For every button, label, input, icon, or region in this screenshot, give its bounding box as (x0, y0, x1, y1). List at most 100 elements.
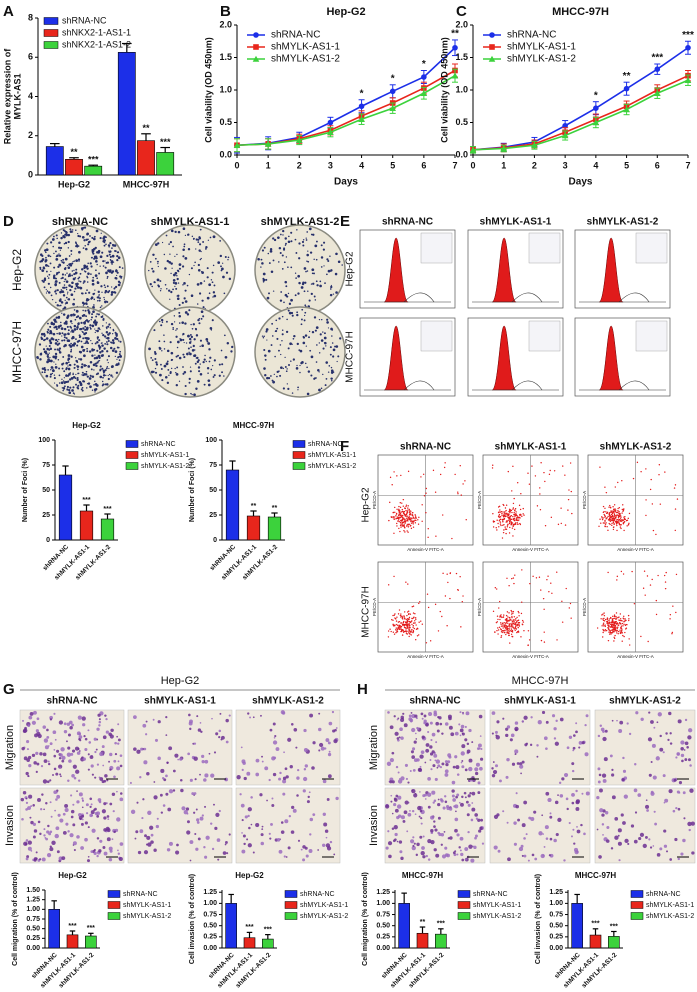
stained-cell (514, 726, 519, 732)
stained-cell (456, 773, 460, 776)
colony (187, 347, 190, 350)
stained-cell (648, 838, 651, 841)
event (462, 595, 464, 597)
colony (298, 242, 301, 245)
colony (45, 270, 48, 273)
stained-cell (37, 820, 41, 824)
stained-cell (191, 792, 195, 795)
colony (172, 326, 174, 329)
event (403, 530, 405, 532)
colony (59, 249, 62, 251)
event (401, 508, 404, 511)
colony (96, 329, 99, 333)
colony (174, 321, 176, 323)
event (517, 621, 520, 624)
event (410, 520, 412, 523)
stained-cell (179, 757, 183, 761)
event (406, 512, 408, 514)
colony (211, 271, 214, 274)
stained-cell (452, 765, 456, 769)
colony (43, 368, 47, 372)
event (523, 514, 525, 516)
stained-cell (304, 846, 308, 850)
event (613, 621, 616, 624)
colony (75, 338, 77, 340)
stained-cell (545, 791, 550, 796)
row-label: Hep-G2 (10, 249, 24, 291)
y-tick-label: 1.25 (203, 889, 217, 896)
colony (58, 342, 60, 345)
colony (339, 337, 342, 340)
colony (188, 273, 191, 276)
stained-cell (397, 771, 400, 774)
colony (299, 349, 303, 353)
colony (283, 261, 286, 264)
colony (108, 253, 111, 256)
stained-cell (109, 849, 113, 853)
event (611, 629, 613, 632)
colony (332, 355, 335, 358)
colony (176, 253, 178, 256)
column-label: shMYLK-AS1-1 (480, 217, 552, 228)
stained-cell (421, 735, 425, 739)
colony (206, 296, 210, 300)
stained-cell (411, 714, 416, 719)
stained-cell (50, 815, 53, 818)
stained-cell (80, 846, 84, 850)
colony (49, 373, 53, 376)
colony (82, 313, 86, 317)
event (410, 522, 413, 524)
stained-cell (28, 794, 33, 799)
colony (304, 314, 306, 317)
event (449, 597, 451, 600)
stained-cell (575, 722, 578, 725)
colony (287, 347, 290, 350)
event (393, 633, 396, 635)
stained-cell (441, 854, 447, 859)
colony (90, 316, 93, 319)
event (617, 630, 620, 633)
colony (281, 333, 284, 336)
stained-cell (44, 745, 49, 750)
stained-cell (109, 802, 113, 806)
colony (119, 350, 122, 353)
colony (54, 283, 58, 286)
colony (179, 338, 183, 342)
event (625, 619, 627, 622)
colony (90, 256, 93, 259)
event (506, 526, 509, 528)
stained-cell (473, 845, 477, 849)
colony (199, 258, 202, 261)
colony (68, 284, 71, 287)
colony (221, 267, 224, 271)
colony (183, 245, 186, 248)
stained-cell (477, 791, 481, 795)
colony (41, 279, 44, 282)
colony (175, 383, 179, 387)
stained-cell (248, 826, 251, 830)
event (399, 628, 401, 630)
colony (72, 260, 74, 263)
colony (56, 348, 59, 351)
stained-cell (308, 791, 311, 794)
colony (304, 334, 308, 337)
colony (170, 272, 172, 275)
colony (70, 342, 72, 345)
y-tick-label: 0.25 (203, 934, 217, 941)
legend-swatch (457, 890, 471, 898)
colony (81, 330, 83, 333)
colony (95, 356, 99, 360)
event (514, 574, 516, 576)
stained-cell (83, 735, 86, 738)
event (612, 630, 614, 632)
stained-cell (242, 834, 246, 838)
colony (71, 281, 74, 285)
event (612, 615, 614, 618)
event (602, 636, 604, 638)
colony (263, 348, 266, 352)
colony (91, 348, 94, 352)
colony (93, 292, 96, 295)
colony (47, 353, 49, 356)
stained-cell (545, 720, 549, 724)
